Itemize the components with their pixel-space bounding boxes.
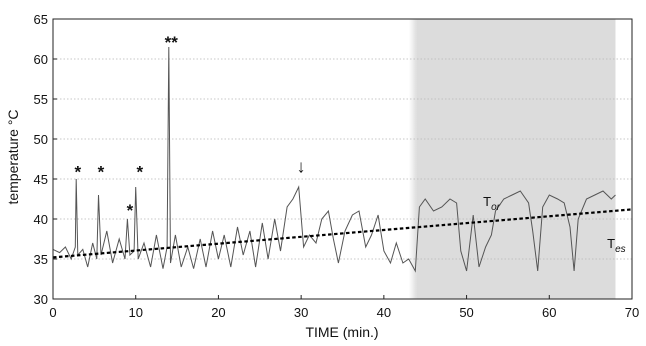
y-tick-label: 35 [34,252,48,267]
axes-frame [52,18,633,300]
y-tick-label: 30 [34,292,48,307]
spike-marker: * [137,163,144,182]
y-tick-label: 60 [34,52,48,67]
shaded-region-edge [408,19,417,299]
series-label: Tes [607,236,626,255]
x-tick-label: 10 [128,305,142,320]
y-tick-label: 45 [34,172,48,187]
x-tick-label: 70 [625,305,639,320]
spike-marker: * [127,201,134,220]
x-tick-label: 40 [377,305,391,320]
series-label: Tor [483,194,501,213]
arrow-marker: ↓ [297,157,306,177]
shaded-region [416,19,616,299]
x-tick-label: 60 [542,305,556,320]
spike-marker: ** [165,33,179,52]
y-tick-label: 55 [34,92,48,107]
y-axis-label: temperature °C [5,109,21,204]
x-tick-label: 30 [294,305,308,320]
spike-marker: * [98,163,105,182]
x-tick-label: 20 [211,305,225,320]
plot-area [408,19,616,299]
y-tick-label: 65 [34,12,48,27]
spike-marker: * [75,163,82,182]
axes-layer [52,18,633,300]
y-tick-label: 50 [34,132,48,147]
y-tick-label: 40 [34,212,48,227]
x-tick-label: 0 [49,305,56,320]
x-axis-label: TIME (min.) [305,324,378,340]
x-tick-label: 50 [459,305,473,320]
series-line-tor [52,46,616,273]
series-layer [52,46,633,273]
series-line-tes [52,208,633,259]
